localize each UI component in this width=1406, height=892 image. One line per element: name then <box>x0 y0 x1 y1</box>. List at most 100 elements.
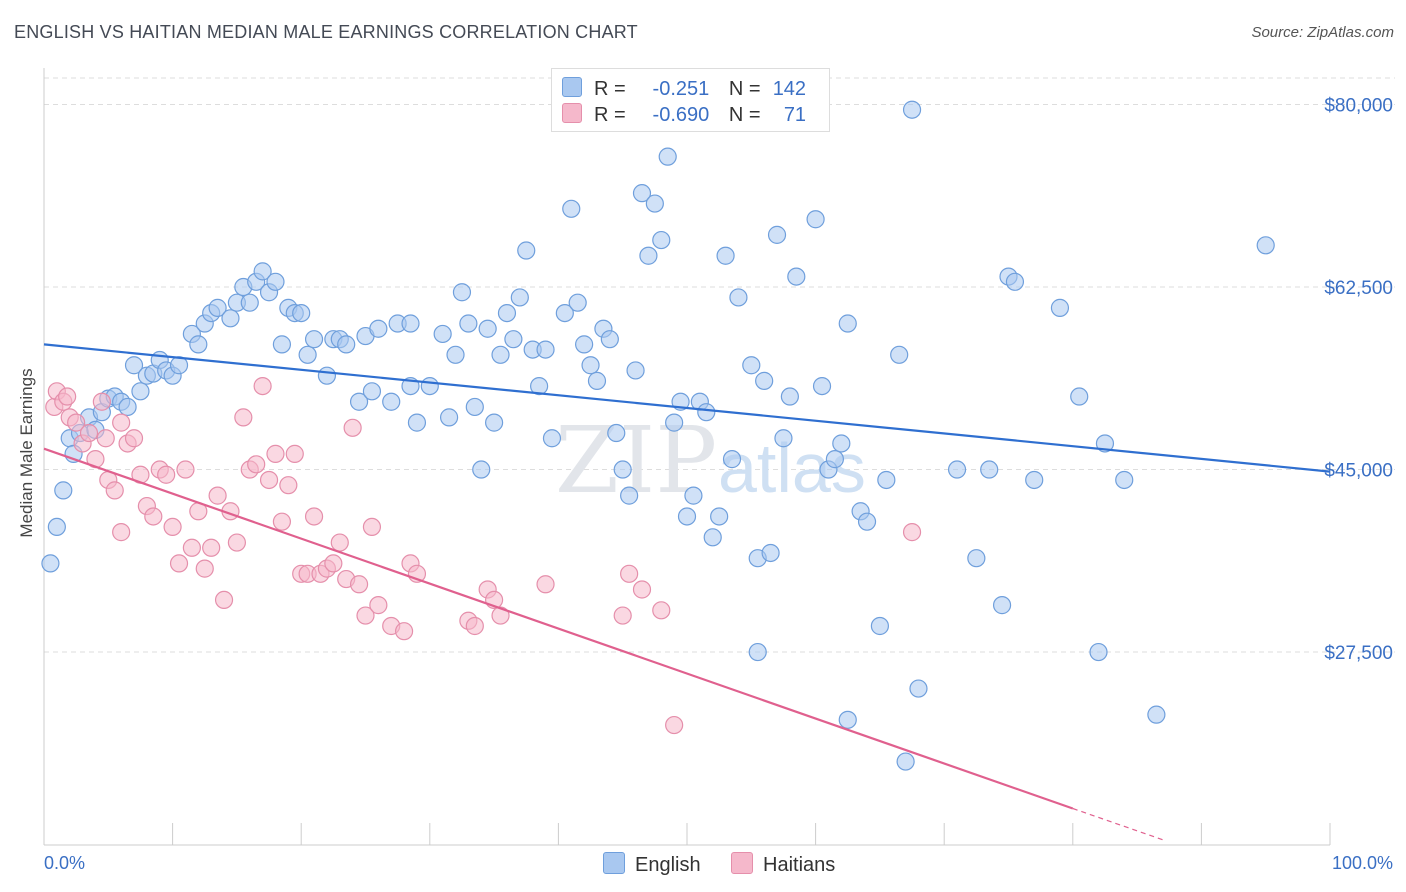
legend-row-haitians: R = -0.690 N = 71 <box>562 103 806 129</box>
english-point <box>317 366 337 385</box>
english-point <box>658 147 677 166</box>
english-point <box>446 345 465 364</box>
english-point <box>967 549 986 568</box>
haitians-point <box>620 564 639 583</box>
haitians-point <box>112 413 131 432</box>
english-n-label: N = <box>728 78 761 100</box>
haitians-point <box>208 486 227 505</box>
haitians-point <box>176 460 195 479</box>
haitians-point <box>234 408 253 427</box>
english-point <box>902 100 922 119</box>
english-point <box>761 543 780 563</box>
english-point <box>1050 298 1070 317</box>
english-point <box>755 371 774 390</box>
haitians-swatch <box>562 103 582 123</box>
english-point <box>710 507 729 526</box>
english-point <box>806 210 825 229</box>
english-point <box>909 679 928 698</box>
english-point <box>189 335 208 354</box>
haitians-point <box>96 429 115 448</box>
english-point <box>716 246 735 265</box>
english-point <box>645 194 664 213</box>
english-point <box>240 293 259 312</box>
english-point <box>947 460 967 479</box>
english-point <box>652 230 671 250</box>
y-tick-label: $27,500 <box>1324 643 1393 664</box>
haitians-point <box>195 559 214 578</box>
haitians-point <box>902 523 922 542</box>
haitians-point <box>105 481 124 500</box>
english-point <box>536 340 555 359</box>
english-point <box>600 330 619 349</box>
english-point <box>581 356 600 375</box>
english-point <box>832 434 851 453</box>
english-point <box>870 616 890 636</box>
english-point <box>504 330 523 349</box>
haitians-trend-line <box>43 447 1074 810</box>
y-tick-label: $80,000 <box>1324 96 1393 117</box>
haitians-point <box>259 470 279 490</box>
haitians-point <box>632 580 652 599</box>
english-point <box>401 314 420 333</box>
english-point <box>433 324 452 344</box>
english-point <box>1005 272 1025 291</box>
english-point <box>562 199 581 218</box>
english-point <box>510 288 529 307</box>
axes <box>43 68 1331 846</box>
english-point <box>118 397 137 417</box>
haitians-point <box>362 517 382 536</box>
english-point <box>1147 705 1166 724</box>
haitians-point <box>465 616 484 636</box>
english-point <box>729 288 748 307</box>
english-point <box>774 429 793 448</box>
haitians-point <box>169 554 189 573</box>
haitians-point <box>214 590 234 610</box>
x-tick-label-min: 0.0% <box>44 853 85 873</box>
haitians-point <box>536 575 555 594</box>
english-point <box>362 382 382 401</box>
english-point <box>452 283 472 302</box>
english-point <box>555 303 574 323</box>
english-point <box>54 481 73 500</box>
haitians-point <box>144 507 163 526</box>
english-point <box>382 392 401 411</box>
english-point <box>825 450 844 469</box>
haitians-legend-swatch <box>731 852 753 874</box>
haitians-point <box>369 596 388 615</box>
english-point <box>478 319 497 338</box>
english-point <box>607 423 626 443</box>
y-tick-labels: $27,500 $45,000 $62,500 $80,000 <box>1324 96 1393 665</box>
haitians-point <box>652 601 671 620</box>
english-point <box>697 403 716 422</box>
haitians-point <box>343 418 362 437</box>
english-point <box>253 262 272 281</box>
english-point <box>890 345 909 364</box>
haitians-point <box>253 377 272 396</box>
english-point <box>131 382 150 401</box>
haitians-point <box>330 533 349 552</box>
english-point <box>369 319 388 338</box>
english-point <box>459 314 478 333</box>
haitians-point <box>202 538 221 557</box>
english-point <box>349 392 369 411</box>
series-english <box>41 100 1275 771</box>
haitians-legend-label: Haitians <box>763 854 836 876</box>
english-point <box>1025 470 1044 490</box>
english-point <box>684 486 703 505</box>
haitians-point <box>227 533 246 552</box>
english-point <box>722 450 742 469</box>
english-point <box>748 642 767 662</box>
stats-legend: R = -0.251 N = 142 R = -0.690 N = 71 <box>551 68 830 132</box>
english-r-value: -0.251 <box>652 78 710 100</box>
haitians-point <box>324 554 343 573</box>
haitians-point <box>304 507 324 526</box>
english-point <box>767 225 787 244</box>
english-point <box>703 528 722 547</box>
series-haitians <box>45 377 922 735</box>
haitians-point <box>272 512 292 531</box>
haitians-point <box>279 476 298 495</box>
haitians-point <box>112 523 131 542</box>
english-point <box>1089 642 1108 662</box>
english-point <box>1115 470 1134 490</box>
english-swatch <box>562 77 582 97</box>
